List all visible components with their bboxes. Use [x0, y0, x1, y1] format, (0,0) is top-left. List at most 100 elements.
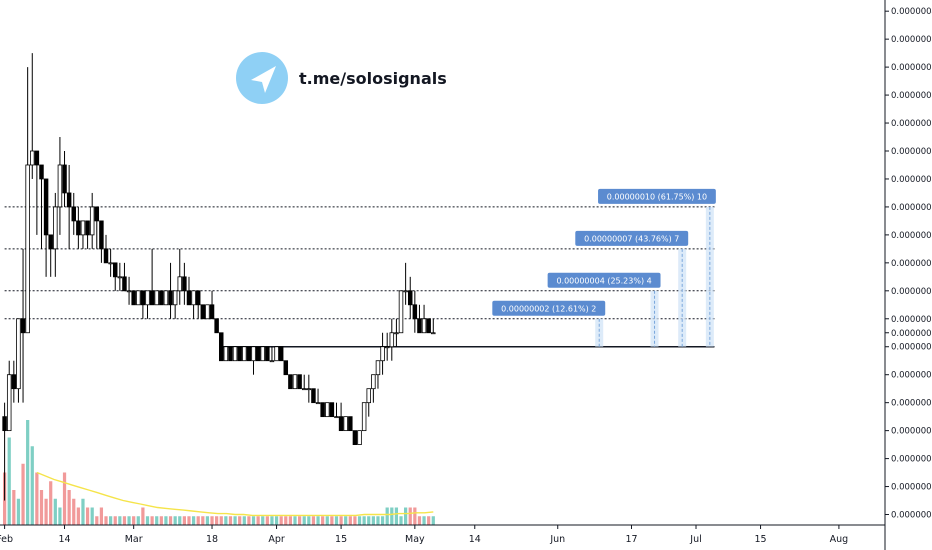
volume-bar — [12, 490, 16, 525]
time-tick-label: Aug — [830, 534, 849, 545]
candle-body — [278, 346, 284, 362]
time-tick-label: Jul — [689, 534, 701, 545]
candle-body — [57, 164, 63, 208]
candle-body — [154, 290, 159, 306]
volume-bar — [44, 498, 48, 525]
volume-bar — [104, 516, 108, 525]
candle-body — [117, 276, 123, 279]
candle-body — [66, 192, 72, 208]
time-tick-label: May — [405, 534, 425, 545]
time-tick-label: 18 — [206, 534, 218, 545]
candle-body — [274, 346, 279, 362]
candle-body — [398, 290, 404, 334]
volume-bar — [81, 498, 85, 525]
volume-bar — [95, 516, 99, 525]
candle-body — [43, 178, 49, 236]
candle-body — [311, 388, 316, 404]
target-label-box — [492, 300, 606, 316]
target-label-box — [547, 272, 661, 288]
volume-bar — [238, 516, 242, 525]
candle-body — [251, 346, 256, 362]
volume-bar — [394, 507, 399, 525]
price-tick-label: 0.00000030 — [891, 147, 932, 157]
candle-body — [288, 374, 293, 390]
candle-body — [412, 304, 418, 320]
candle-body — [94, 206, 100, 222]
candle-body — [426, 318, 431, 334]
volume-bar — [16, 498, 21, 525]
price-tick-label: 0.00000016 — [891, 343, 932, 353]
price-tick-label: 0.00000014 — [891, 371, 932, 381]
candle-body — [89, 206, 95, 236]
candle-body — [172, 290, 178, 306]
volume-bar — [39, 490, 44, 525]
candle-body — [384, 346, 390, 349]
candle-body — [103, 248, 109, 264]
candle-body — [62, 164, 67, 194]
candle-body — [265, 346, 270, 362]
candle-body — [200, 304, 206, 320]
price-tick-label: 0.00000020 — [891, 287, 932, 297]
candle-body — [407, 290, 413, 306]
target-label-text: 0.00000007 (43.76%) 7 — [584, 234, 679, 243]
volume-bar — [76, 507, 80, 525]
candle-body — [16, 318, 21, 390]
candle-body — [361, 402, 367, 432]
volume-bar — [427, 516, 431, 525]
volume-bar — [35, 472, 39, 525]
volume-bar — [118, 516, 122, 525]
volume-bar — [164, 516, 168, 525]
candle-body — [30, 150, 35, 166]
volume-bar — [279, 516, 283, 525]
volume-bar — [339, 516, 343, 525]
volume-bar — [53, 498, 57, 525]
volume-bar — [168, 516, 173, 525]
candle-body — [348, 416, 353, 432]
target-arrow-band — [678, 248, 687, 347]
candle-body — [34, 150, 40, 166]
candle-body — [126, 290, 132, 293]
candle-body — [306, 388, 312, 391]
volume-bar — [58, 507, 62, 525]
volume-bar — [367, 516, 371, 525]
candle-body — [329, 402, 335, 418]
target-label-text: 0.00000004 (25.23%) 4 — [556, 276, 651, 285]
volume-bar — [136, 516, 140, 525]
volume-bar — [307, 516, 311, 525]
volume-bar — [145, 516, 150, 525]
volume-bar — [376, 516, 380, 525]
time-tick-label: Feb — [0, 534, 13, 545]
volume-bar — [196, 516, 200, 525]
volume-bar — [265, 516, 269, 525]
volume-bar — [30, 446, 34, 525]
candle-body — [25, 164, 30, 334]
candle-body — [394, 332, 399, 335]
volume-bar — [311, 516, 316, 525]
volume-bar — [178, 516, 182, 525]
target-labels: 0.00000002 (12.61%) 2 0.00000004 (25.23%)… — [492, 188, 716, 316]
volume-bar — [270, 516, 274, 525]
volume-bar — [21, 463, 25, 525]
candle-body — [343, 416, 348, 432]
candle-body — [53, 206, 58, 250]
volume-bar — [85, 507, 90, 525]
watermark-text: t.me/solosignals — [299, 69, 447, 88]
candle-body — [112, 262, 118, 278]
volume-bar — [385, 507, 389, 525]
candle-body — [301, 388, 307, 391]
candle-body — [255, 346, 261, 362]
ma-line — [36, 471, 434, 517]
price-tick-label: 0.00000022 — [891, 259, 932, 269]
volume-bar — [297, 516, 302, 525]
candle-body — [163, 290, 169, 306]
volume-bar — [99, 507, 104, 525]
volume-bar — [357, 516, 362, 525]
candle-body — [403, 290, 408, 293]
candle-body — [283, 360, 289, 376]
candle-body — [338, 416, 344, 432]
volume-bar — [399, 516, 403, 525]
price-tick-label: 0.00000006 — [891, 483, 932, 493]
candle-body — [71, 206, 76, 222]
price-tick-label: 0.00000028 — [891, 175, 932, 185]
